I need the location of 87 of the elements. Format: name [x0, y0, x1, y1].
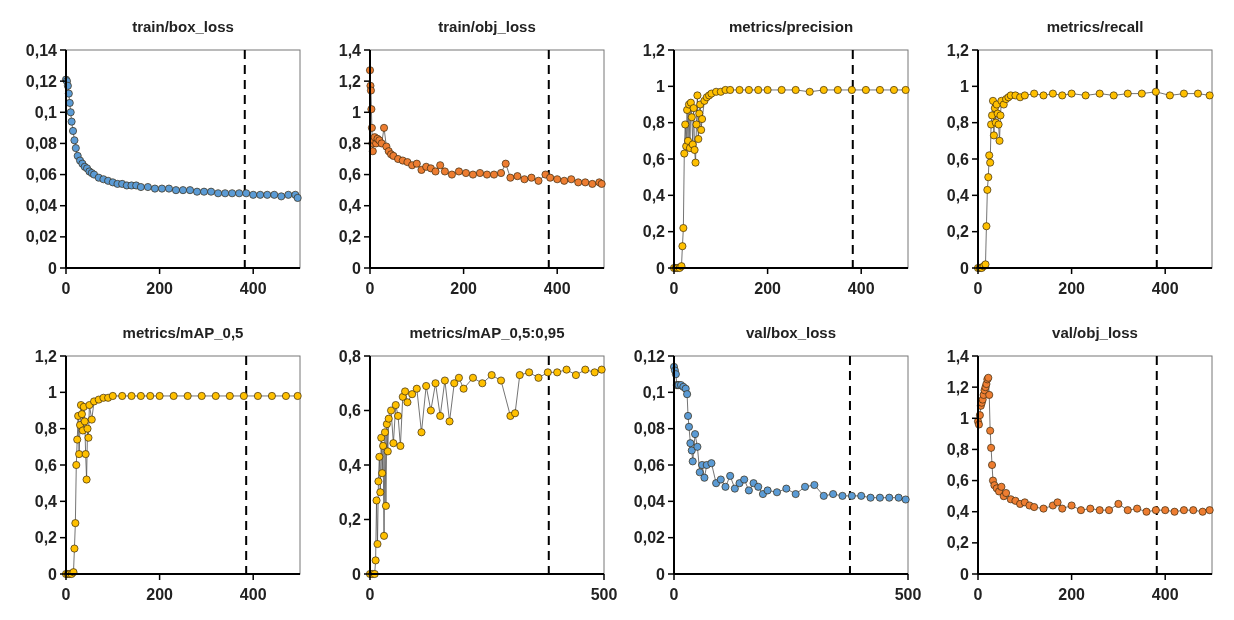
y-tick-label: 0,8	[946, 441, 970, 459]
chart-title: train/box_loss	[132, 18, 234, 35]
x-tick-label: 0	[61, 586, 71, 603]
y-tick-label: 1,2	[946, 378, 970, 396]
x-tick-label: 0	[61, 280, 71, 297]
y-tick-label: 0,04	[25, 197, 58, 215]
y-tick-label: 0,04	[633, 492, 666, 510]
y-tick-label: 0,4	[34, 492, 58, 510]
y-tick-label: 0,4	[338, 456, 362, 474]
x-tick-label: 200	[1058, 280, 1086, 297]
y-tick-label: 0,6	[946, 472, 970, 490]
y-tick-label: 0,8	[34, 420, 58, 438]
y-tick-label: 0	[656, 259, 666, 277]
y-tick-label: 1	[352, 103, 362, 121]
y-tick-label: 0,06	[25, 166, 58, 184]
y-tick-label: 0,2	[34, 529, 58, 547]
y-tick-label: 0,4	[338, 197, 362, 215]
y-tick-label: 0	[656, 565, 666, 583]
y-tick-label: 0,6	[338, 402, 362, 420]
x-tick-label: 0	[669, 280, 679, 297]
x-tick-label: 400	[1151, 586, 1179, 603]
y-tick-label: 1	[656, 77, 666, 95]
y-tick-label: 1,4	[338, 41, 362, 59]
y-tick-label: 0,6	[946, 150, 970, 168]
y-tick-label: 0,6	[642, 150, 666, 168]
y-tick-label: 0,8	[946, 114, 970, 132]
chart-title: metrics/precision	[728, 18, 854, 35]
y-tick-label: 1,4	[946, 347, 970, 365]
x-tick-label: 200	[450, 280, 478, 297]
chart-title: metrics/mAP_0,5:0,95	[409, 324, 565, 341]
x-tick-label: 200	[1058, 586, 1086, 603]
y-tick-label: 0,06	[633, 456, 666, 474]
y-tick-label: 0,6	[338, 166, 362, 184]
y-tick-label: 0,2	[338, 228, 362, 246]
x-tick-label: 200	[146, 280, 174, 297]
chart-title: train/obj_loss	[438, 18, 536, 35]
y-tick-label: 1,2	[946, 41, 970, 59]
x-tick-label: 0	[973, 586, 983, 603]
y-tick-label: 0,08	[633, 420, 666, 438]
y-tick-label: 0,8	[338, 135, 362, 153]
y-tick-label: 1,2	[34, 347, 58, 365]
y-tick-label: 1	[960, 77, 970, 95]
x-tick-label: 0	[669, 586, 679, 603]
chart-title: metrics/mAP_0,5	[122, 324, 244, 341]
chart-title: val/box_loss	[745, 324, 837, 341]
y-tick-label: 0,8	[642, 114, 666, 132]
y-tick-label: 0	[960, 259, 970, 277]
x-tick-label: 500	[894, 586, 922, 603]
chart-title: metrics/recall	[1046, 18, 1144, 35]
y-tick-label: 0,2	[338, 511, 362, 529]
x-tick-label: 500	[590, 586, 618, 603]
x-tick-label: 400	[239, 586, 267, 603]
y-tick-label: 0,2	[946, 534, 970, 552]
y-tick-label: 0,02	[633, 529, 666, 547]
y-tick-label: 0,1	[642, 383, 666, 401]
y-tick-label: 1	[48, 383, 58, 401]
y-tick-label: 0,1	[34, 103, 58, 121]
y-tick-label: 0	[960, 565, 970, 583]
y-tick-label: 0,12	[25, 72, 58, 90]
x-tick-label: 400	[543, 280, 571, 297]
chart-title: val/obj_loss	[1052, 324, 1138, 341]
y-tick-label: 0	[48, 259, 58, 277]
x-tick-label: 0	[365, 586, 375, 603]
y-tick-label: 1	[960, 409, 970, 427]
x-tick-label: 200	[146, 586, 174, 603]
y-tick-label: 0	[48, 565, 58, 583]
y-tick-label: 0,4	[946, 503, 970, 521]
y-tick-label: 0	[352, 565, 362, 583]
y-tick-label: 0,02	[25, 228, 58, 246]
x-tick-label: 400	[847, 280, 875, 297]
x-tick-label: 0	[365, 280, 375, 297]
y-tick-label: 0,14	[25, 41, 58, 59]
y-tick-label: 0,12	[633, 347, 666, 365]
x-tick-label: 200	[754, 280, 782, 297]
y-tick-label: 0,8	[338, 347, 362, 365]
y-tick-label: 0,2	[946, 223, 970, 241]
x-tick-label: 0	[973, 280, 983, 297]
y-tick-label: 0,4	[642, 186, 666, 204]
y-tick-label: 1,2	[338, 72, 362, 90]
y-tick-label: 1,2	[642, 41, 666, 59]
y-tick-label: 0,08	[25, 135, 58, 153]
y-tick-label: 0,4	[946, 186, 970, 204]
y-tick-label: 0,6	[34, 456, 58, 474]
x-tick-label: 400	[1151, 280, 1179, 297]
x-tick-label: 400	[239, 280, 267, 297]
y-tick-label: 0	[352, 259, 362, 277]
y-tick-label: 0,2	[642, 223, 666, 241]
